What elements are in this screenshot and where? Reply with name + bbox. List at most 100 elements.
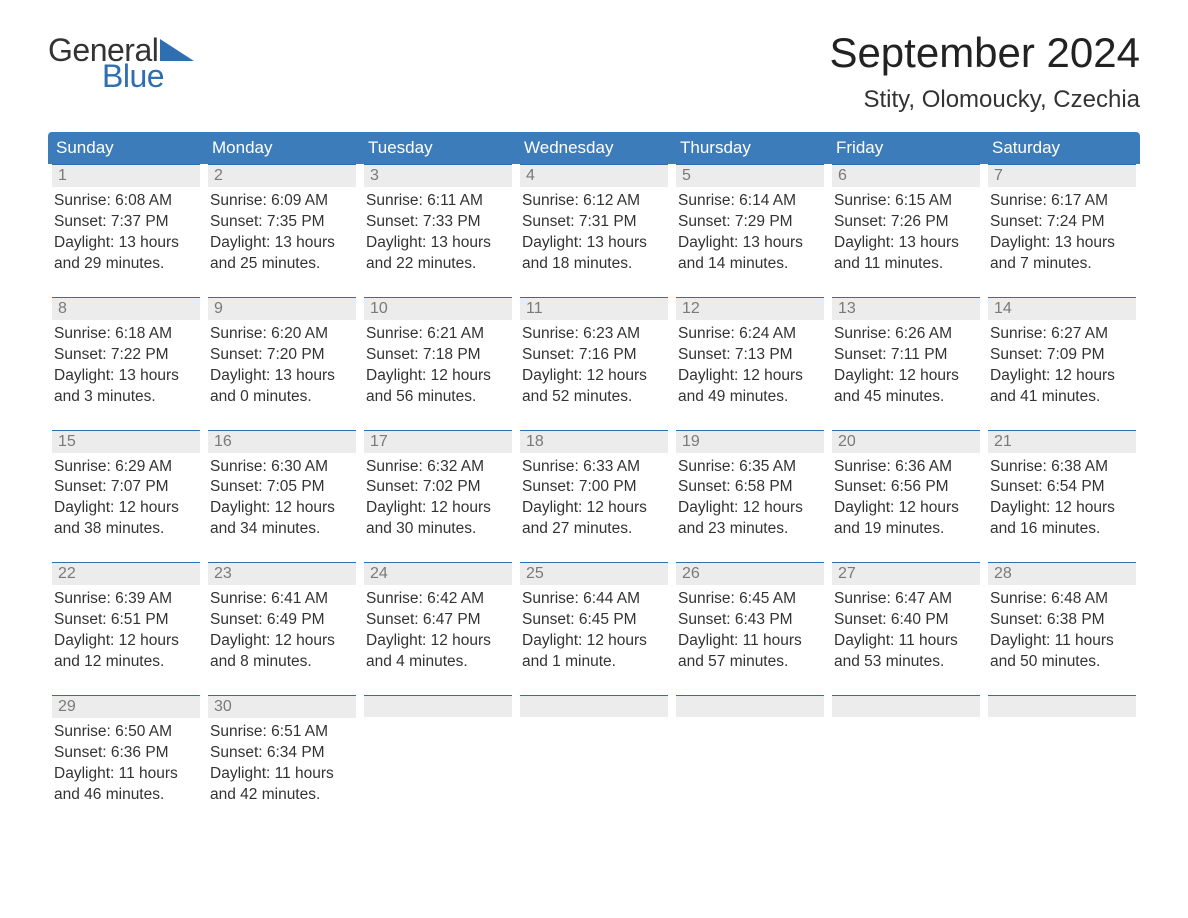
day-number: 8	[52, 297, 200, 320]
daylight-line2: and 29 minutes.	[54, 254, 198, 275]
weekday-wednesday: Wednesday	[516, 132, 672, 164]
sunrise-text: Sunrise: 6:32 AM	[366, 457, 510, 478]
day-number: 29	[52, 695, 200, 718]
calendar-cell: 2Sunrise: 6:09 AMSunset: 7:35 PMDaylight…	[204, 164, 360, 275]
sunrise-text: Sunrise: 6:42 AM	[366, 589, 510, 610]
sunrise-text: Sunrise: 6:29 AM	[54, 457, 198, 478]
sunset-text: Sunset: 7:20 PM	[210, 345, 354, 366]
calendar-cell: 15Sunrise: 6:29 AMSunset: 7:07 PMDayligh…	[48, 430, 204, 541]
weekday-saturday: Saturday	[984, 132, 1140, 164]
sunset-text: Sunset: 7:33 PM	[366, 212, 510, 233]
weekday-header-row: Sunday Monday Tuesday Wednesday Thursday…	[48, 132, 1140, 164]
sunset-text: Sunset: 6:49 PM	[210, 610, 354, 631]
calendar-cell: 14Sunrise: 6:27 AMSunset: 7:09 PMDayligh…	[984, 297, 1140, 408]
daylight-line2: and 18 minutes.	[522, 254, 666, 275]
day-data: Sunrise: 6:24 AMSunset: 7:13 PMDaylight:…	[676, 320, 824, 408]
day-number: 25	[520, 562, 668, 585]
day-data: Sunrise: 6:27 AMSunset: 7:09 PMDaylight:…	[988, 320, 1136, 408]
daylight-line2: and 19 minutes.	[834, 519, 978, 540]
brand-word2: Blue	[102, 60, 194, 92]
calendar-cell: 16Sunrise: 6:30 AMSunset: 7:05 PMDayligh…	[204, 430, 360, 541]
daylight-line2: and 3 minutes.	[54, 387, 198, 408]
day-data: Sunrise: 6:41 AMSunset: 6:49 PMDaylight:…	[208, 585, 356, 673]
day-data: Sunrise: 6:09 AMSunset: 7:35 PMDaylight:…	[208, 187, 356, 275]
daylight-line1: Daylight: 12 hours	[522, 498, 666, 519]
sunset-text: Sunset: 6:51 PM	[54, 610, 198, 631]
calendar-cell: 9Sunrise: 6:20 AMSunset: 7:20 PMDaylight…	[204, 297, 360, 408]
day-data: Sunrise: 6:45 AMSunset: 6:43 PMDaylight:…	[676, 585, 824, 673]
sunrise-text: Sunrise: 6:17 AM	[990, 191, 1134, 212]
daylight-line1: Daylight: 13 hours	[366, 233, 510, 254]
daylight-line2: and 46 minutes.	[54, 785, 198, 806]
day-number: 13	[832, 297, 980, 320]
day-data: Sunrise: 6:35 AMSunset: 6:58 PMDaylight:…	[676, 453, 824, 541]
daylight-line1: Daylight: 12 hours	[522, 366, 666, 387]
daylight-line2: and 8 minutes.	[210, 652, 354, 673]
daylight-line1: Daylight: 13 hours	[54, 233, 198, 254]
calendar-cell: 11Sunrise: 6:23 AMSunset: 7:16 PMDayligh…	[516, 297, 672, 408]
daylight-line2: and 16 minutes.	[990, 519, 1134, 540]
day-data: Sunrise: 6:21 AMSunset: 7:18 PMDaylight:…	[364, 320, 512, 408]
daylight-line1: Daylight: 12 hours	[54, 498, 198, 519]
daylight-line1: Daylight: 12 hours	[210, 631, 354, 652]
header: General Blue September 2024 Stity, Olomo…	[48, 30, 1140, 114]
brand-logo: General Blue	[48, 30, 194, 92]
day-number: 6	[832, 164, 980, 187]
day-number: 19	[676, 430, 824, 453]
calendar-cell: 1Sunrise: 6:08 AMSunset: 7:37 PMDaylight…	[48, 164, 204, 275]
day-number: 26	[676, 562, 824, 585]
daylight-line1: Daylight: 12 hours	[366, 498, 510, 519]
daylight-line2: and 11 minutes.	[834, 254, 978, 275]
calendar-cell	[828, 695, 984, 806]
daylight-line2: and 45 minutes.	[834, 387, 978, 408]
daylight-line1: Daylight: 12 hours	[210, 498, 354, 519]
week-row: 8Sunrise: 6:18 AMSunset: 7:22 PMDaylight…	[48, 297, 1140, 408]
calendar-cell: 27Sunrise: 6:47 AMSunset: 6:40 PMDayligh…	[828, 562, 984, 673]
daylight-line1: Daylight: 12 hours	[54, 631, 198, 652]
sunrise-text: Sunrise: 6:23 AM	[522, 324, 666, 345]
calendar-cell: 18Sunrise: 6:33 AMSunset: 7:00 PMDayligh…	[516, 430, 672, 541]
calendar-cell	[984, 695, 1140, 806]
sunset-text: Sunset: 6:34 PM	[210, 743, 354, 764]
day-data: Sunrise: 6:15 AMSunset: 7:26 PMDaylight:…	[832, 187, 980, 275]
sunset-text: Sunset: 7:35 PM	[210, 212, 354, 233]
sunrise-text: Sunrise: 6:12 AM	[522, 191, 666, 212]
sunset-text: Sunset: 7:11 PM	[834, 345, 978, 366]
daylight-line1: Daylight: 13 hours	[990, 233, 1134, 254]
daylight-line1: Daylight: 11 hours	[54, 764, 198, 785]
sunrise-text: Sunrise: 6:41 AM	[210, 589, 354, 610]
month-title: September 2024	[829, 30, 1140, 76]
sunrise-text: Sunrise: 6:14 AM	[678, 191, 822, 212]
day-data: Sunrise: 6:47 AMSunset: 6:40 PMDaylight:…	[832, 585, 980, 673]
location: Stity, Olomoucky, Czechia	[829, 86, 1140, 114]
daylight-line1: Daylight: 11 hours	[678, 631, 822, 652]
sunrise-text: Sunrise: 6:27 AM	[990, 324, 1134, 345]
sunset-text: Sunset: 6:40 PM	[834, 610, 978, 631]
calendar-cell: 20Sunrise: 6:36 AMSunset: 6:56 PMDayligh…	[828, 430, 984, 541]
weekday-thursday: Thursday	[672, 132, 828, 164]
daylight-line2: and 56 minutes.	[366, 387, 510, 408]
sunrise-text: Sunrise: 6:21 AM	[366, 324, 510, 345]
day-number: 17	[364, 430, 512, 453]
calendar-cell	[516, 695, 672, 806]
day-data: Sunrise: 6:11 AMSunset: 7:33 PMDaylight:…	[364, 187, 512, 275]
sunrise-text: Sunrise: 6:47 AM	[834, 589, 978, 610]
calendar-cell: 10Sunrise: 6:21 AMSunset: 7:18 PMDayligh…	[360, 297, 516, 408]
daylight-line1: Daylight: 12 hours	[678, 498, 822, 519]
day-data: Sunrise: 6:38 AMSunset: 6:54 PMDaylight:…	[988, 453, 1136, 541]
sunrise-text: Sunrise: 6:48 AM	[990, 589, 1134, 610]
sunset-text: Sunset: 7:26 PM	[834, 212, 978, 233]
daylight-line2: and 4 minutes.	[366, 652, 510, 673]
week-row: 15Sunrise: 6:29 AMSunset: 7:07 PMDayligh…	[48, 430, 1140, 541]
calendar-cell: 19Sunrise: 6:35 AMSunset: 6:58 PMDayligh…	[672, 430, 828, 541]
calendar-cell: 13Sunrise: 6:26 AMSunset: 7:11 PMDayligh…	[828, 297, 984, 408]
day-number: 30	[208, 695, 356, 718]
daylight-line1: Daylight: 12 hours	[522, 631, 666, 652]
daylight-line2: and 1 minute.	[522, 652, 666, 673]
day-number	[832, 695, 980, 717]
day-number: 3	[364, 164, 512, 187]
day-data: Sunrise: 6:17 AMSunset: 7:24 PMDaylight:…	[988, 187, 1136, 275]
daylight-line2: and 57 minutes.	[678, 652, 822, 673]
sunrise-text: Sunrise: 6:45 AM	[678, 589, 822, 610]
sunset-text: Sunset: 6:47 PM	[366, 610, 510, 631]
